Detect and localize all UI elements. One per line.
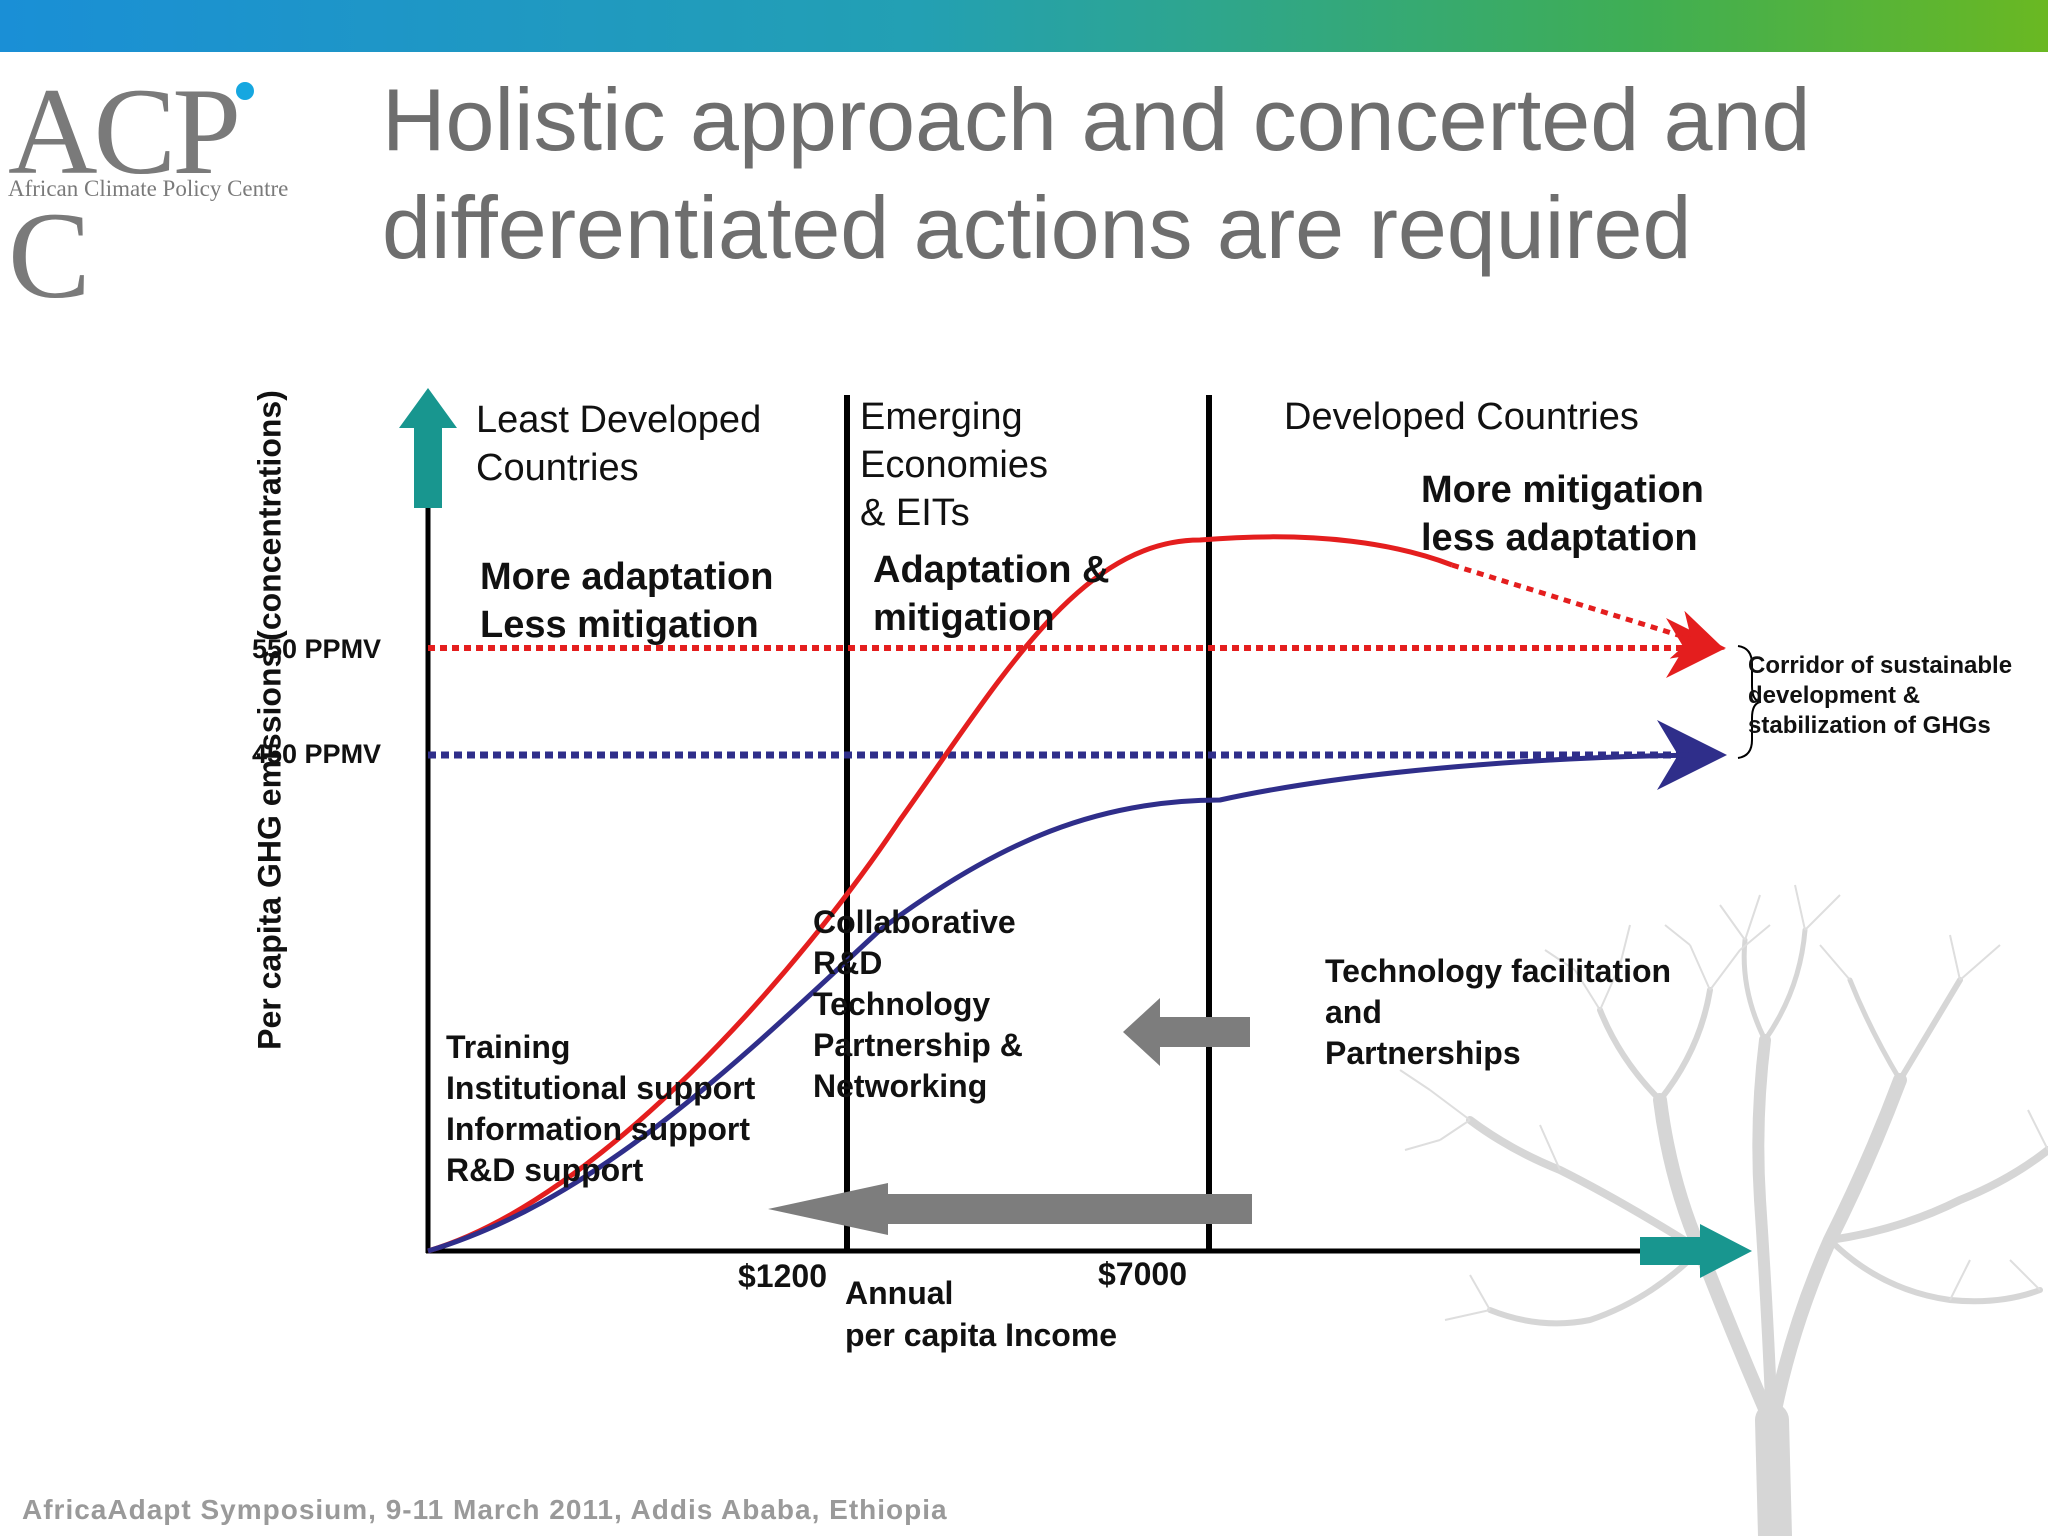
region-emerging-label: Emerging Economies & EITs [860, 396, 1048, 534]
support-emerging-item: Technology [813, 986, 991, 1022]
acpc-logo: ACP C African Climate Policy Centre [8, 70, 338, 318]
x-tick-7000: $7000 [1098, 1256, 1187, 1292]
support-transfer-arrow-icon [768, 1183, 1252, 1235]
support-emerging-item: Partnership & [813, 1027, 1023, 1063]
support-developed-item: Partnerships [1325, 1035, 1521, 1071]
support-ldc-item: Training [446, 1029, 571, 1065]
support-ldc-item: Institutional support [446, 1070, 756, 1106]
support-developed-list: Technology facilitation and Partnerships [1325, 951, 1671, 1074]
sustainable-path-curve [427, 730, 1725, 1254]
logo-subtitle: African Climate Policy Centre [8, 176, 289, 201]
x-axis-title: Annual per capita Income [845, 1275, 1118, 1353]
support-emerging-item: R&D [813, 945, 883, 981]
tech-transfer-arrow-icon [1123, 998, 1250, 1066]
x-axis-arrow-icon [1640, 1224, 1752, 1278]
support-emerging-item: Networking [813, 1068, 988, 1104]
support-ldc-list: Training Institutional support Informati… [446, 1027, 755, 1191]
region-ldc-label: Least Developed Countries [476, 399, 762, 489]
level-550-label: 550 PPMV [252, 634, 382, 664]
support-ldc-item: R&D support [446, 1152, 644, 1188]
y-axis-arrow-icon [399, 388, 457, 508]
developed-path-projection [1451, 562, 1725, 659]
support-emerging-item: Collaborative [813, 904, 1016, 940]
support-ldc-item: Information support [446, 1111, 750, 1147]
support-developed-item: and [1325, 994, 1382, 1030]
slide-title-line-2: differentiated actions are required [382, 178, 1692, 277]
footer-event-text: AfricaAdapt Symposium, 9-11 March 2011, … [22, 1494, 948, 1525]
logo-dot [236, 82, 254, 100]
corridor-label: Corridor of sustainable development & st… [1748, 652, 2013, 739]
y-axis-title: Per capita GHG emissions (concentrations… [251, 390, 288, 1050]
corridor-brace [1737, 645, 1761, 759]
support-emerging-list: Collaborative R&D Technology Partnership… [813, 902, 1023, 1107]
slide-title-line-1: Holistic approach and concerted and [382, 70, 1811, 169]
x-tick-1200: $1200 [738, 1258, 827, 1294]
developed-path-curve [427, 534, 1453, 1254]
logo-mark: ACP C [8, 63, 237, 324]
support-developed-item: Technology facilitation [1325, 953, 1672, 989]
slide-title: Holistic approach and concerted and diff… [382, 66, 2022, 282]
strategy-ldc-label: More adaptation Less mitigation [480, 556, 774, 646]
region-developed-label: Developed Countries [1284, 396, 1639, 438]
top-accent-bar [0, 0, 2048, 52]
strategy-developed-label: More mitigation less adaptation [1421, 469, 1704, 559]
level-450-label: 450 PPMV [252, 739, 382, 769]
strategy-emerging-label: Adaptation & mitigation [873, 549, 1110, 639]
